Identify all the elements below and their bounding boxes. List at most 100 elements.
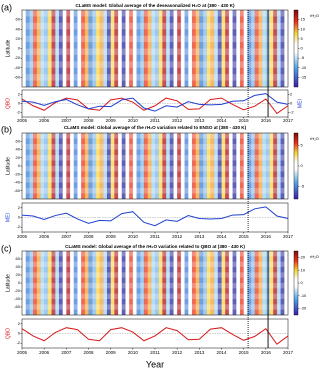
heatmap-cell <box>36 10 41 87</box>
series-line <box>21 93 289 112</box>
y-tick-label: 60 <box>16 138 21 143</box>
heatmap-cell <box>225 133 230 199</box>
heatmap-cell <box>199 251 204 315</box>
heatmap-cell <box>106 133 111 199</box>
heatmap-cell <box>114 133 119 199</box>
heatmap-cell <box>214 133 219 199</box>
heatmap-cell <box>44 251 49 315</box>
heatmap-cell <box>236 251 241 315</box>
x-tick-label: 2005 <box>17 118 28 123</box>
heatmap-cell <box>180 10 185 87</box>
heatmap-cell <box>121 133 126 199</box>
colorbar <box>293 250 299 316</box>
sub-y2-tick-label: 2 <box>290 92 293 97</box>
x-tick-label: 2014 <box>216 234 227 239</box>
heatmap-cell <box>58 251 63 315</box>
heatmap-cell <box>92 133 97 199</box>
heatmap-cell <box>284 251 289 315</box>
x-tick-label: 2010 <box>128 118 139 123</box>
heatmap-cell <box>47 10 52 87</box>
heatmap-cell <box>25 251 30 315</box>
heatmap-cell <box>121 251 126 315</box>
x-tick-label: 2015 <box>239 350 250 355</box>
heatmap-cell <box>40 133 45 199</box>
heatmap-cell <box>110 251 115 315</box>
heatmap-cell <box>110 133 115 199</box>
y-tick-label: 20 <box>16 272 21 277</box>
heatmap-cell <box>22 251 26 315</box>
heatmap-cell <box>73 251 78 315</box>
heatmap-cell <box>147 10 152 87</box>
heatmap-cell <box>125 10 130 87</box>
heatmap-cell <box>262 133 267 199</box>
heatmap-cell <box>162 10 167 87</box>
heatmap-cell <box>147 133 152 199</box>
heatmap-cell <box>158 251 163 315</box>
heatmap-cell <box>77 251 82 315</box>
colorbar-tick-label: -10 <box>301 65 308 70</box>
heatmap-cell <box>247 10 252 87</box>
heatmap-cell <box>158 133 163 199</box>
heatmap-cell <box>262 10 267 87</box>
x-tick-label: 2016 <box>261 350 272 355</box>
colorbar-tick-label: -5 <box>301 55 305 60</box>
heatmap-cell <box>262 251 267 315</box>
heatmap-cell <box>188 251 193 315</box>
heatmap-cell <box>173 251 178 315</box>
heatmap-cell <box>99 10 104 87</box>
heatmap-cell <box>58 133 63 199</box>
panel-title: CLaMS model: Global average of the desea… <box>75 3 235 8</box>
heatmap-cell <box>273 251 278 315</box>
colorbar-tick-label: 15 <box>301 17 306 22</box>
heatmap-cell <box>239 10 244 87</box>
heatmap-cell <box>92 251 97 315</box>
heatmap-cell <box>129 251 134 315</box>
sub-y2-tick-label: -2 <box>290 110 294 115</box>
x-tick-label: 2011 <box>150 234 160 239</box>
heatmap-shade <box>22 10 288 17</box>
heatmap-cell <box>280 10 285 87</box>
heatmap-shade <box>22 166 288 172</box>
sub-y-tick-label: -2 <box>16 110 20 115</box>
colorbar-tick-label: -20 <box>301 306 308 311</box>
heatmap-cell <box>132 251 137 315</box>
heatmap-cell <box>276 133 281 199</box>
colorbar-tick-label: 0 <box>301 280 304 285</box>
heatmap-cell <box>88 133 93 199</box>
heatmap-cell <box>254 251 259 315</box>
y-tick-label: 60 <box>16 256 21 261</box>
heatmap-cell <box>25 10 30 87</box>
heatmap-cell <box>273 133 278 199</box>
heatmap-shade <box>22 74 288 81</box>
heatmap-cell <box>210 10 215 87</box>
y-tick-label: 0 <box>18 280 21 285</box>
colorbar-tick-label: 5 <box>301 36 304 41</box>
sub-y-tick-label: 0 <box>18 215 21 220</box>
heatmap-cell <box>177 251 182 315</box>
heatmap-cell <box>225 251 230 315</box>
heatmap-cell <box>40 10 45 87</box>
x-tick-label: 2008 <box>83 234 94 239</box>
heatmap-cell <box>258 251 263 315</box>
heatmap-cell <box>184 251 189 315</box>
panel-title: CLaMS model: Global average of the rH₂O … <box>65 244 245 249</box>
heatmap-cell <box>206 133 211 199</box>
heatmap-shade <box>22 261 288 267</box>
x-tick-label: 2013 <box>194 234 205 239</box>
heatmap-cell <box>162 251 167 315</box>
heatmap-cell <box>280 133 285 199</box>
heatmap-cell <box>118 133 123 199</box>
heatmap-cell <box>228 251 233 315</box>
heatmap-cell <box>66 251 71 315</box>
heatmap-cell <box>77 133 82 199</box>
colorbar <box>293 9 299 88</box>
x-tick-label: 2005 <box>17 234 28 239</box>
panel-label: (a) <box>1 2 12 12</box>
heatmap-cell <box>136 251 141 315</box>
heatmap-cell <box>269 10 274 87</box>
x-tick-label: 2015 <box>239 118 250 123</box>
heatmap-cell <box>188 10 193 87</box>
heatmap-cell <box>140 133 145 199</box>
heatmap-cell <box>203 10 208 87</box>
y-tick-label: -60 <box>14 304 21 309</box>
